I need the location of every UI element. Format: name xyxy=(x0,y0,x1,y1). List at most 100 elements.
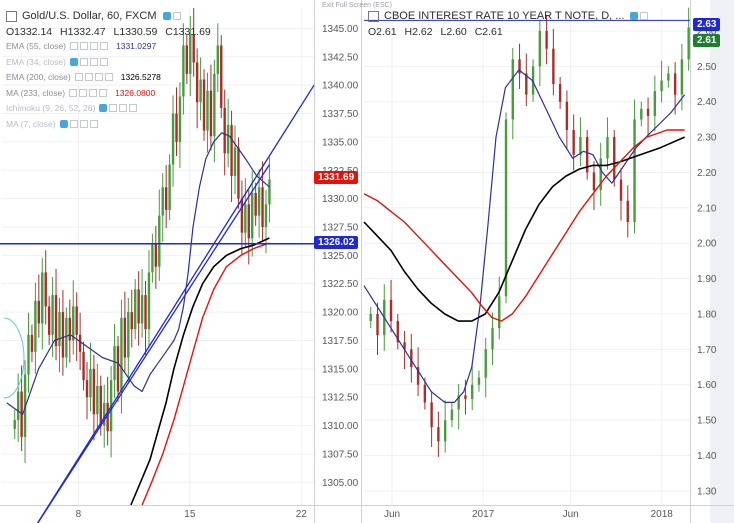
legend-row[interactable]: EMA (55, close) 1331.0297 xyxy=(6,41,156,51)
close-icon[interactable] xyxy=(129,104,138,112)
candle-body xyxy=(531,66,535,95)
y-tick-label: 1335.00 xyxy=(322,137,359,148)
candle-body xyxy=(158,215,161,267)
eye-icon[interactable] xyxy=(99,104,108,112)
eye-icon[interactable] xyxy=(69,88,78,97)
settings-icon[interactable] xyxy=(69,119,78,128)
right-scrollbar-strip[interactable] xyxy=(710,0,734,523)
ema-55-line xyxy=(6,132,270,415)
close-icon[interactable] xyxy=(100,57,108,66)
candle-body xyxy=(599,158,602,191)
eye-icon[interactable] xyxy=(70,57,78,66)
candle-body xyxy=(75,306,78,335)
trendline xyxy=(36,84,315,523)
last-price-tag-gold: 1331.69 xyxy=(314,171,359,184)
legend-buttons[interactable] xyxy=(69,88,109,97)
settings-icon[interactable] xyxy=(640,12,649,20)
right-ohlc-open: O2.61 xyxy=(368,26,397,38)
right-chart-title: CBOE INTEREST RATE 10 YEAR T NOTE, D, ..… xyxy=(384,10,625,22)
add-icon[interactable] xyxy=(89,88,98,97)
candle-body xyxy=(653,91,657,116)
candle-body xyxy=(498,296,501,329)
y-tick-label: 2.60 xyxy=(697,26,717,37)
legend-buttons[interactable] xyxy=(74,73,115,81)
legend-row[interactable]: EMA (200, close) 1326.5278 xyxy=(6,72,161,82)
candle-body xyxy=(175,113,178,142)
eye-icon[interactable] xyxy=(162,12,171,20)
close-icon[interactable] xyxy=(104,73,113,81)
candle-body xyxy=(20,391,23,437)
candle-body xyxy=(633,119,636,223)
candle-body xyxy=(192,34,195,63)
eye-icon[interactable] xyxy=(630,12,639,20)
candle-body xyxy=(89,368,92,398)
add-icon[interactable] xyxy=(119,104,128,112)
y-tick-label: 1325.00 xyxy=(322,251,359,262)
candle-body xyxy=(209,90,213,137)
left-chart-title-buttons[interactable] xyxy=(162,12,183,20)
candle-body xyxy=(27,334,30,375)
legend-buttons[interactable] xyxy=(99,104,139,112)
settings-icon[interactable] xyxy=(84,73,93,81)
right-chart-title-buttons[interactable] xyxy=(630,12,650,20)
candle-body xyxy=(13,419,16,429)
high-price-tag-rate: 2.63 xyxy=(693,18,721,31)
settings-icon[interactable] xyxy=(172,12,181,20)
legend-row[interactable]: EMA (34, close) xyxy=(6,57,110,67)
x-tick-label: 8 xyxy=(76,509,82,520)
candle-body xyxy=(116,346,120,392)
settings-icon[interactable] xyxy=(80,42,88,50)
candle-body xyxy=(484,349,487,378)
legend-label: EMA (34, close) xyxy=(6,56,66,67)
close-icon[interactable] xyxy=(100,42,108,50)
candle-body xyxy=(389,299,393,322)
add-icon[interactable] xyxy=(94,73,103,81)
y-tick-label: 1342.50 xyxy=(322,52,359,63)
eye-icon[interactable] xyxy=(74,73,83,81)
legend-value: 1331.0297 xyxy=(116,41,157,51)
exit-full-screen-hint[interactable]: Exit Full Screen (ESC) xyxy=(322,2,393,9)
candle-body xyxy=(99,385,102,426)
candle-body xyxy=(261,187,264,227)
candle-body xyxy=(264,204,268,227)
y-tick-label: 2.10 xyxy=(697,203,717,214)
candle-body xyxy=(470,384,474,399)
candle-body xyxy=(613,137,616,180)
settings-icon[interactable] xyxy=(109,104,118,112)
right-chart-collapse-icon[interactable] xyxy=(368,10,379,22)
add-icon[interactable] xyxy=(90,57,98,66)
legend-buttons[interactable] xyxy=(70,57,110,66)
candle-body xyxy=(572,130,575,155)
close-icon[interactable] xyxy=(99,88,108,97)
y-tick-label: 2.00 xyxy=(697,239,717,250)
legend-row[interactable]: MA (7, close) xyxy=(6,119,100,129)
candle-body xyxy=(61,312,65,358)
close-icon[interactable] xyxy=(89,119,98,128)
candle-body xyxy=(464,395,467,399)
eye-icon[interactable] xyxy=(70,42,78,50)
candle-body xyxy=(680,59,684,95)
y-tick-label: 1.50 xyxy=(697,416,717,427)
legend-row[interactable]: MA (233, close) 1326.0800 xyxy=(6,88,155,98)
candle-body xyxy=(168,164,171,210)
candle-body xyxy=(585,137,589,173)
left-chart-collapse-icon[interactable] xyxy=(6,10,17,22)
candle-body xyxy=(120,317,123,392)
ma-233-line xyxy=(363,129,685,322)
x-tick-label: 2017 xyxy=(472,509,495,520)
candle-body xyxy=(457,395,460,410)
eye-icon[interactable] xyxy=(59,119,68,128)
candle-body xyxy=(41,272,44,324)
add-icon[interactable] xyxy=(79,119,88,128)
settings-icon[interactable] xyxy=(79,88,88,97)
settings-icon[interactable] xyxy=(80,57,88,66)
candle-body xyxy=(16,391,20,420)
right-ohlc-close: C2.61 xyxy=(474,26,503,38)
legend-buttons[interactable] xyxy=(59,119,100,128)
candle-body xyxy=(82,351,85,381)
legend-row[interactable]: Ichimoku (9, 26, 52, 26) xyxy=(6,103,139,113)
add-icon[interactable] xyxy=(90,42,98,50)
candle-body xyxy=(626,200,629,223)
legend-buttons[interactable] xyxy=(70,42,110,50)
